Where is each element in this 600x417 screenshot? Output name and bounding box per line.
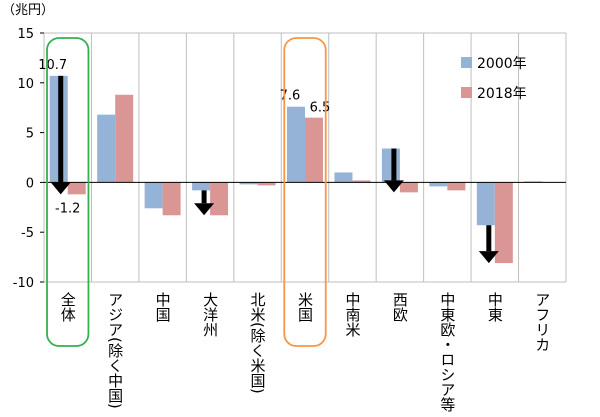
category-label: 中東: [486, 292, 504, 322]
bar: [162, 182, 181, 216]
x-axis: 全体 アジア(除く中国) 中国 大洋州 北米(除く米国) 米国 中南米 西欧 中東欧・ロシア等 中…: [59, 291, 552, 412]
unit-label: （兆円）: [2, 3, 54, 18]
highlight-box: [46, 37, 90, 347]
bar: [429, 182, 448, 187]
highlight-box: [283, 37, 327, 347]
bar: [287, 106, 305, 183]
bar: [210, 182, 229, 216]
y-tick-label: 5: [26, 127, 34, 142]
category-label: 全体: [59, 291, 77, 322]
category-label: 中東欧・ロシア等: [438, 292, 456, 412]
legend-label: 2018年: [477, 86, 527, 102]
category-label: アフリカ: [533, 292, 551, 352]
bar: [257, 182, 276, 186]
arrow-head: [478, 251, 499, 264]
category-label: 北米(除く米国): [249, 292, 267, 394]
legend-label: 2000年: [477, 56, 527, 72]
y-tick-label: 15: [17, 27, 34, 42]
category-label: 西欧: [391, 292, 409, 322]
legend: 2000年 2018年: [461, 56, 527, 102]
y-tick-label: 10: [17, 77, 34, 92]
data-label: -1.2: [55, 201, 80, 216]
bar: [192, 182, 211, 191]
category-label: 中南米: [343, 292, 361, 337]
category-label: 中国: [154, 292, 172, 322]
category-label: 大洋州: [201, 292, 219, 337]
arrow-head: [194, 203, 215, 216]
highlights: [46, 37, 327, 347]
grid: [43, 32, 567, 283]
data-label: 10.7: [38, 58, 67, 73]
bar: [305, 117, 323, 183]
arrows: [50, 75, 499, 264]
arrow-head: [50, 182, 71, 195]
data-label: 6.5: [310, 101, 331, 116]
y-tick-label: -10: [13, 276, 34, 291]
bar: [352, 180, 371, 183]
y-tick-label: 0: [26, 176, 34, 191]
bar: [399, 182, 418, 193]
y-axis: 15 10 5 0 -5 -10: [13, 27, 44, 291]
arrow-head: [383, 180, 404, 193]
bar: [67, 182, 86, 195]
bar: [334, 172, 353, 183]
bar: [97, 114, 116, 183]
bar: [381, 148, 400, 183]
legend-swatch: [461, 87, 472, 98]
data-label: 7.6: [280, 89, 301, 104]
bar: [476, 182, 495, 226]
bar: [144, 182, 163, 209]
bar: [239, 182, 258, 185]
y-tick-label: -5: [21, 226, 34, 241]
legend-swatch: [461, 57, 472, 68]
category-label: アジア(除く中国): [106, 292, 124, 409]
bar: [447, 182, 466, 191]
data-labels: 10.7 -1.2 7.6 6.5: [38, 58, 330, 217]
bar: [115, 94, 134, 183]
category-label: 米国: [296, 292, 314, 322]
bar: [494, 182, 513, 264]
